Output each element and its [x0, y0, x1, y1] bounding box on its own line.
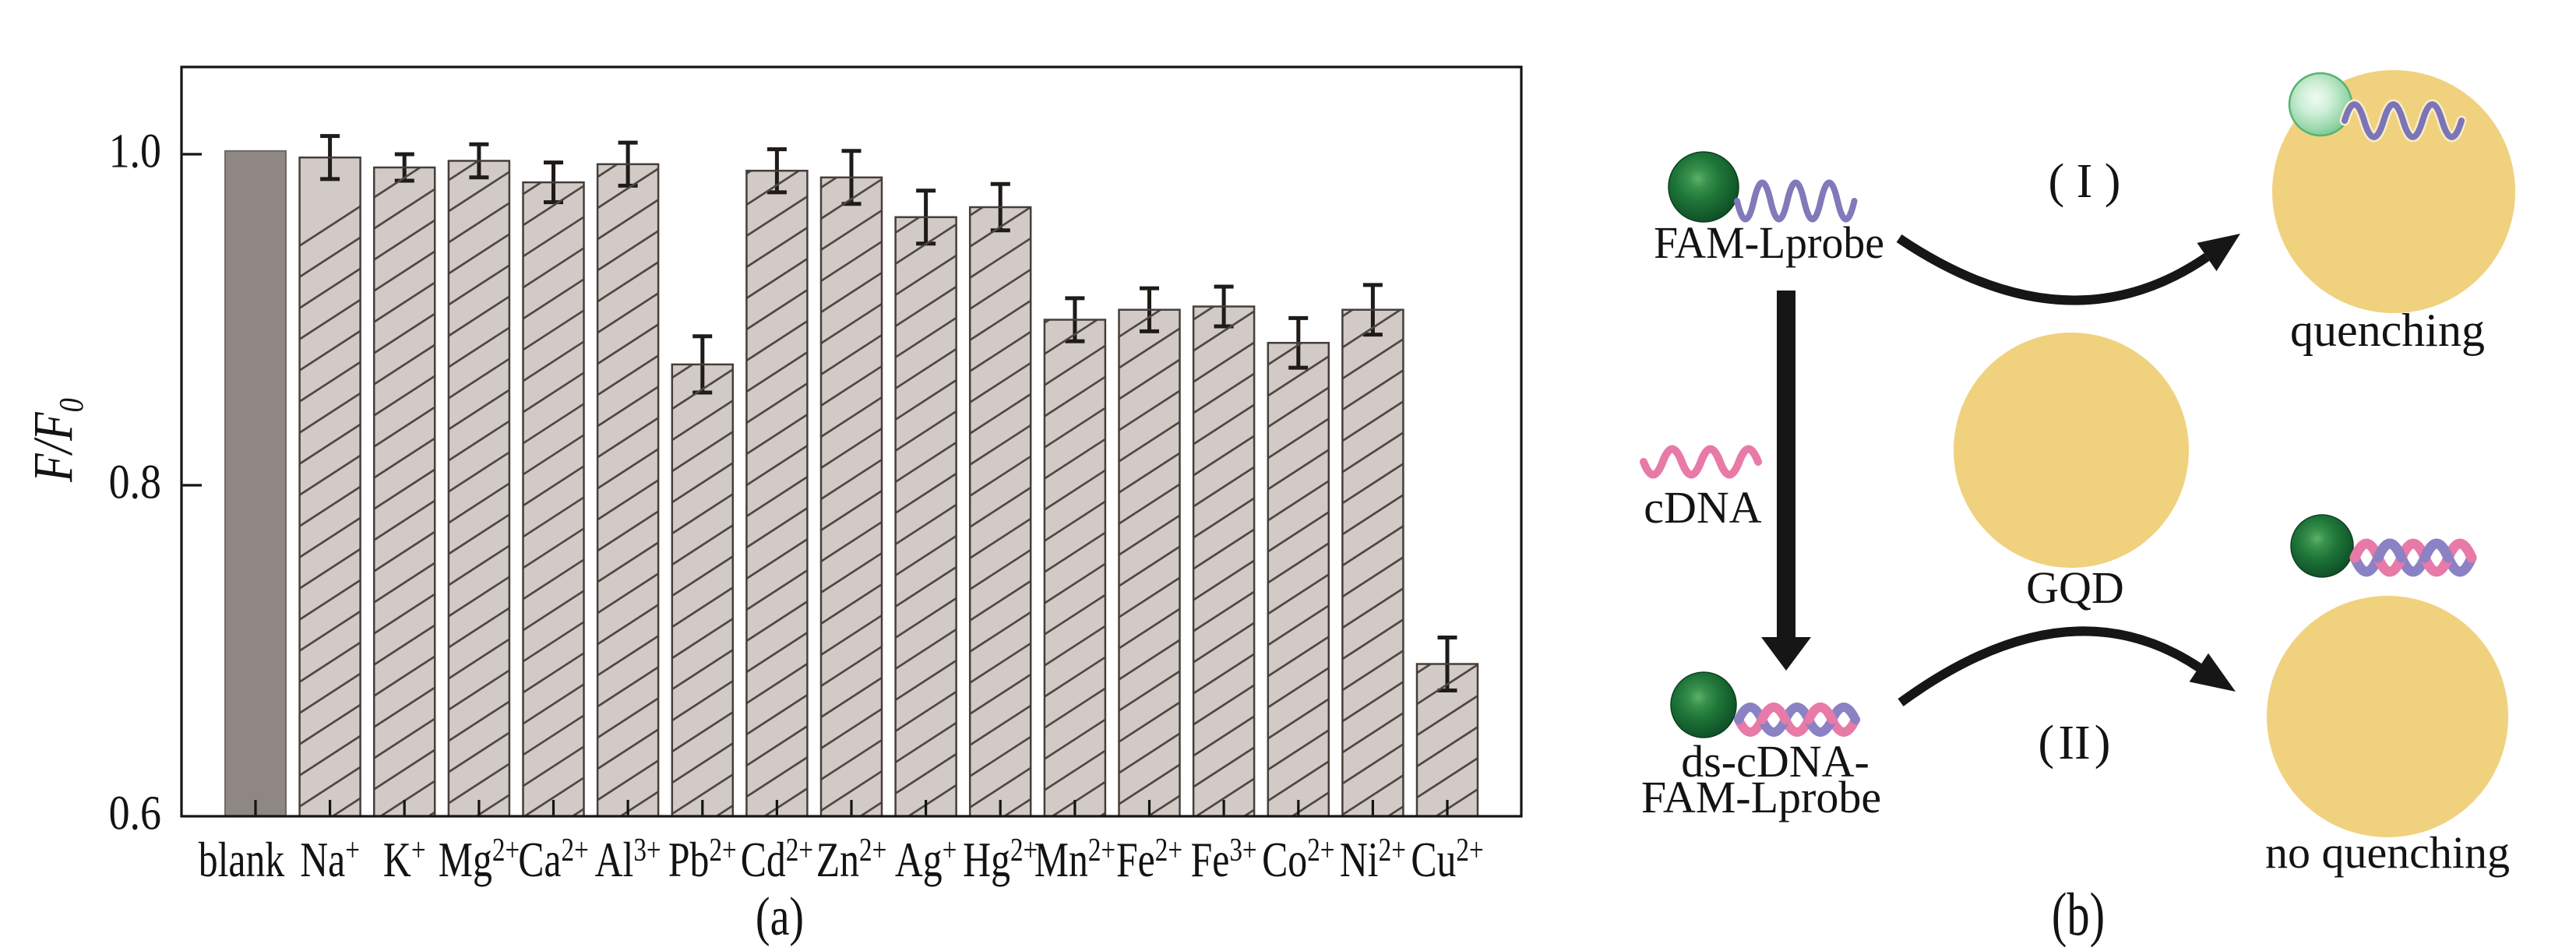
svg-text:(b): (b) [2052, 881, 2105, 947]
svg-text:quenching: quenching [2290, 305, 2485, 356]
svg-text:(a): (a) [756, 886, 804, 946]
svg-text:( I ): ( I ) [2049, 155, 2121, 208]
svg-text:no quenching: no quenching [2265, 827, 2510, 878]
svg-text:( II ): ( II ) [2039, 717, 2111, 770]
svg-text:cDNA: cDNA [1644, 482, 1762, 533]
svg-text:Ag+: Ag+ [895, 832, 957, 887]
svg-text:blank: blank [199, 833, 285, 888]
svg-text:ds-cDNA-: ds-cDNA- [1681, 736, 1869, 787]
svg-text:1.0: 1.0 [109, 124, 161, 178]
svg-text:Fe3+: Fe3+ [1191, 832, 1257, 887]
svg-text:GQD: GQD [2026, 562, 2124, 613]
svg-text:FAM-Lprobe: FAM-Lprobe [1654, 218, 1884, 268]
svg-text:FAM-Lprobe: FAM-Lprobe [1641, 772, 1881, 822]
svg-text:0.6: 0.6 [109, 786, 161, 840]
svg-text:Pb2+: Pb2+ [668, 832, 737, 887]
svg-text:F/F0: F/F0 [23, 398, 90, 483]
svg-text:Fe2+: Fe2+ [1116, 832, 1182, 887]
svg-text:0.8: 0.8 [109, 455, 161, 509]
